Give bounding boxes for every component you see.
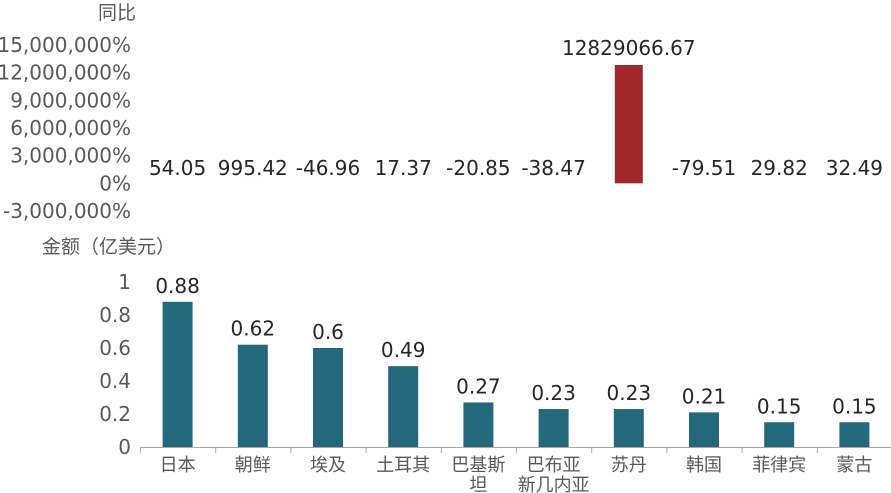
bottom-y-tick-label: 0.4: [99, 369, 131, 393]
top-data-label: 12829066.67: [562, 36, 696, 60]
bottom-bar: [538, 409, 569, 447]
bottom-y-tick-label: 0: [118, 435, 131, 459]
x-category-label: 菲律宾: [752, 455, 806, 476]
x-category-label: 坦: [469, 475, 487, 493]
x-category-label: 巴基斯: [451, 455, 505, 476]
bottom-data-label: 0.27: [456, 374, 501, 398]
bottom-data-label: 0.62: [231, 317, 276, 341]
top-y-axis-title: 同比: [98, 2, 136, 24]
x-category-label: 新几内亚: [518, 475, 590, 493]
top-data-label: 17.37: [375, 156, 432, 180]
bottom-bar: [839, 422, 870, 447]
bottom-bar: [613, 409, 644, 447]
top-bar: [614, 65, 643, 184]
top-y-tick-label: 0%: [99, 171, 131, 195]
bottom-bar: [764, 422, 795, 447]
bottom-data-label: 0.49: [381, 338, 426, 362]
bottom-y-tick-label: 0.8: [99, 303, 131, 327]
top-y-tick-label: 15,000,000%: [0, 33, 131, 57]
top-y-tick-label: -3,000,000%: [3, 199, 131, 223]
top-y-tick-label: 9,000,000%: [10, 88, 131, 112]
top-y-tick-label: 12,000,000%: [0, 61, 131, 85]
top-data-label: 29.82: [751, 156, 808, 180]
bottom-y-axis-title: 金额（亿美元）: [42, 236, 175, 258]
top-y-tick-label: 6,000,000%: [10, 116, 131, 140]
bottom-y-tick-label: 0.6: [99, 336, 131, 360]
top-data-label: 995.42: [218, 156, 288, 180]
bottom-bar: [237, 344, 268, 447]
bottom-bar: [689, 412, 719, 447]
top-data-label: -38.47: [521, 156, 585, 180]
x-category-label: 韩国: [686, 455, 722, 476]
bottom-bar: [313, 348, 343, 447]
bottom-data-label: 0.6: [312, 320, 344, 344]
top-y-tick-label: 3,000,000%: [10, 144, 131, 168]
bottom-data-label: 0.15: [832, 394, 877, 418]
x-category-label: 埃及: [310, 455, 346, 476]
bottom-bar: [463, 402, 494, 447]
top-data-label: -79.51: [672, 156, 736, 180]
bottom-data-label: 0.88: [155, 274, 200, 298]
x-category-label: 蒙古: [836, 455, 872, 476]
x-category-label: 苏丹: [611, 455, 647, 476]
bottom-bar: [388, 366, 419, 447]
bottom-data-label: 0.21: [682, 384, 727, 408]
bottom-y-tick-label: 0.2: [99, 402, 131, 426]
x-category-label: 土耳其: [376, 455, 430, 476]
x-category-label: 巴布亚: [527, 455, 581, 476]
bottom-data-label: 0.15: [757, 394, 802, 418]
bottom-bar: [162, 301, 193, 447]
bottom-data-label: 0.23: [531, 381, 576, 405]
top-data-label: 54.05: [149, 156, 206, 180]
top-data-label: 32.49: [826, 156, 883, 180]
x-category-label: 日本: [160, 455, 196, 476]
x-category-label: 朝鲜: [235, 455, 271, 476]
top-data-label: -46.96: [296, 156, 360, 180]
bottom-data-label: 0.23: [607, 381, 652, 405]
bottom-y-tick-label: 1: [118, 270, 131, 294]
top-data-label: -20.85: [446, 156, 510, 180]
